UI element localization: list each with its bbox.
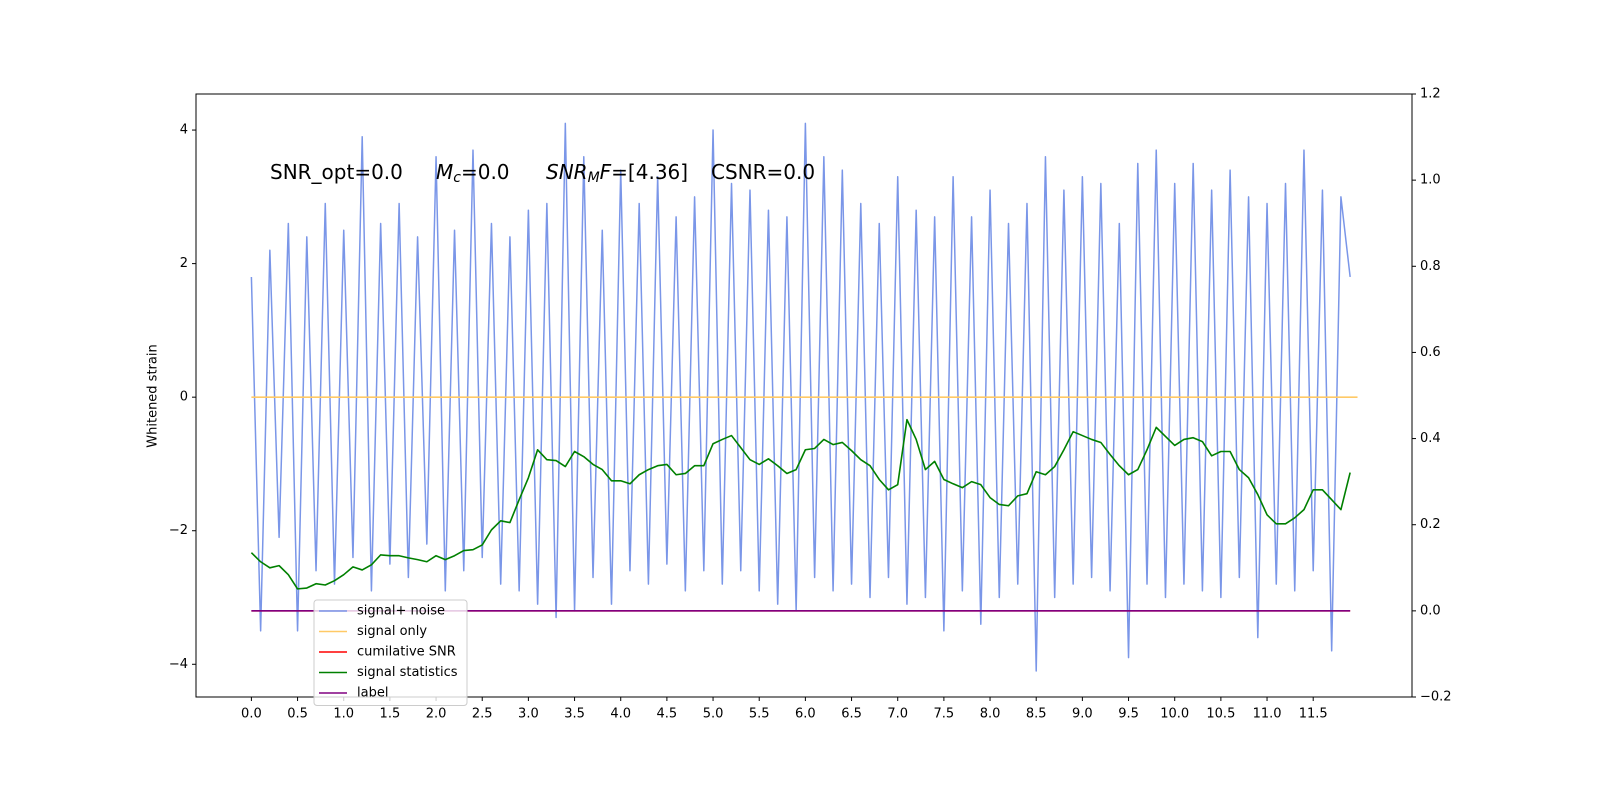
x-tick-label: 3.5 [564,707,585,722]
x-tick-label: 5.0 [703,707,724,722]
annotation-part: F [600,160,612,184]
y-tick-label: 4 [180,123,188,138]
annotation-part: M [588,170,600,186]
x-tick-label: 11.5 [1299,707,1328,722]
x-tick-label: 9.0 [1072,707,1093,722]
y-tick-label: 0 [180,390,188,405]
annotation-part: c [453,170,461,186]
y-tick-label: −2 [169,523,188,538]
legend-label: signal only [357,624,427,639]
legend-label: cumilative SNR [357,645,456,660]
x-tick-label: 10.0 [1160,707,1189,722]
y2-tick-label: 0.2 [1420,517,1441,532]
annotation-part: M [436,160,453,184]
annotation-part: SNR [546,160,588,184]
y2-tick-label: 0.6 [1420,345,1441,360]
x-tick-label: 2.0 [426,707,447,722]
x-tick-label: 8.5 [1026,707,1047,722]
legend-label: label [357,686,388,701]
x-tick-label: 7.0 [887,707,908,722]
x-tick-label: 1.5 [380,707,401,722]
y-tick-label: −4 [169,657,188,672]
y-axis-label: Whitened strain [146,344,161,447]
x-tick-label: 7.5 [934,707,955,722]
x-tick-label: 6.0 [795,707,816,722]
x-tick-label: 0.0 [241,707,262,722]
y2-tick-label: 1.0 [1420,173,1441,188]
annotation-part: SNR_opt=0.0 [270,160,403,184]
series-line [250,122,1351,672]
x-tick-label: 2.5 [472,707,493,722]
x-tick-label: 4.5 [657,707,678,722]
series-line [250,418,1351,590]
annotation-part: =[4.36] [611,160,688,184]
x-tick-label: 11.0 [1253,707,1282,722]
x-tick-label: 0.5 [287,707,308,722]
annotation: Mc=0.0 [436,160,510,187]
x-tick-label: 8.0 [980,707,1001,722]
annotation-part: =0.0 [461,160,510,184]
y2-tick-label: 1.2 [1420,87,1441,102]
annotation: SNRMF=[4.36] [546,160,688,187]
y2-tick-label: 0.4 [1420,431,1441,446]
y2-tick-label: 0.8 [1420,259,1441,274]
y2-tick-label: 0.0 [1420,603,1441,618]
legend: signal+ noise signal only cumilative SNR si… [313,599,468,706]
legend-label: signal statistics [357,665,458,680]
x-tick-label: 10.5 [1206,707,1235,722]
annotation: SNR_opt=0.0 [270,160,403,184]
annotation: CSNR=0.0 [711,160,815,184]
x-tick-label: 5.5 [749,707,770,722]
plot-frame [195,93,1413,698]
annotation-part: CSNR=0.0 [711,160,815,184]
x-tick-label: 3.0 [518,707,539,722]
y2-tick-label: −0.2 [1420,690,1452,705]
y-tick-label: 2 [180,256,188,271]
legend-label: signal+ noise [357,604,445,619]
legend-box [313,599,468,706]
x-tick-label: 9.5 [1118,707,1139,722]
x-tick-label: 6.5 [841,707,862,722]
x-tick-label: 4.0 [610,707,631,722]
x-tick-label: 1.0 [333,707,354,722]
